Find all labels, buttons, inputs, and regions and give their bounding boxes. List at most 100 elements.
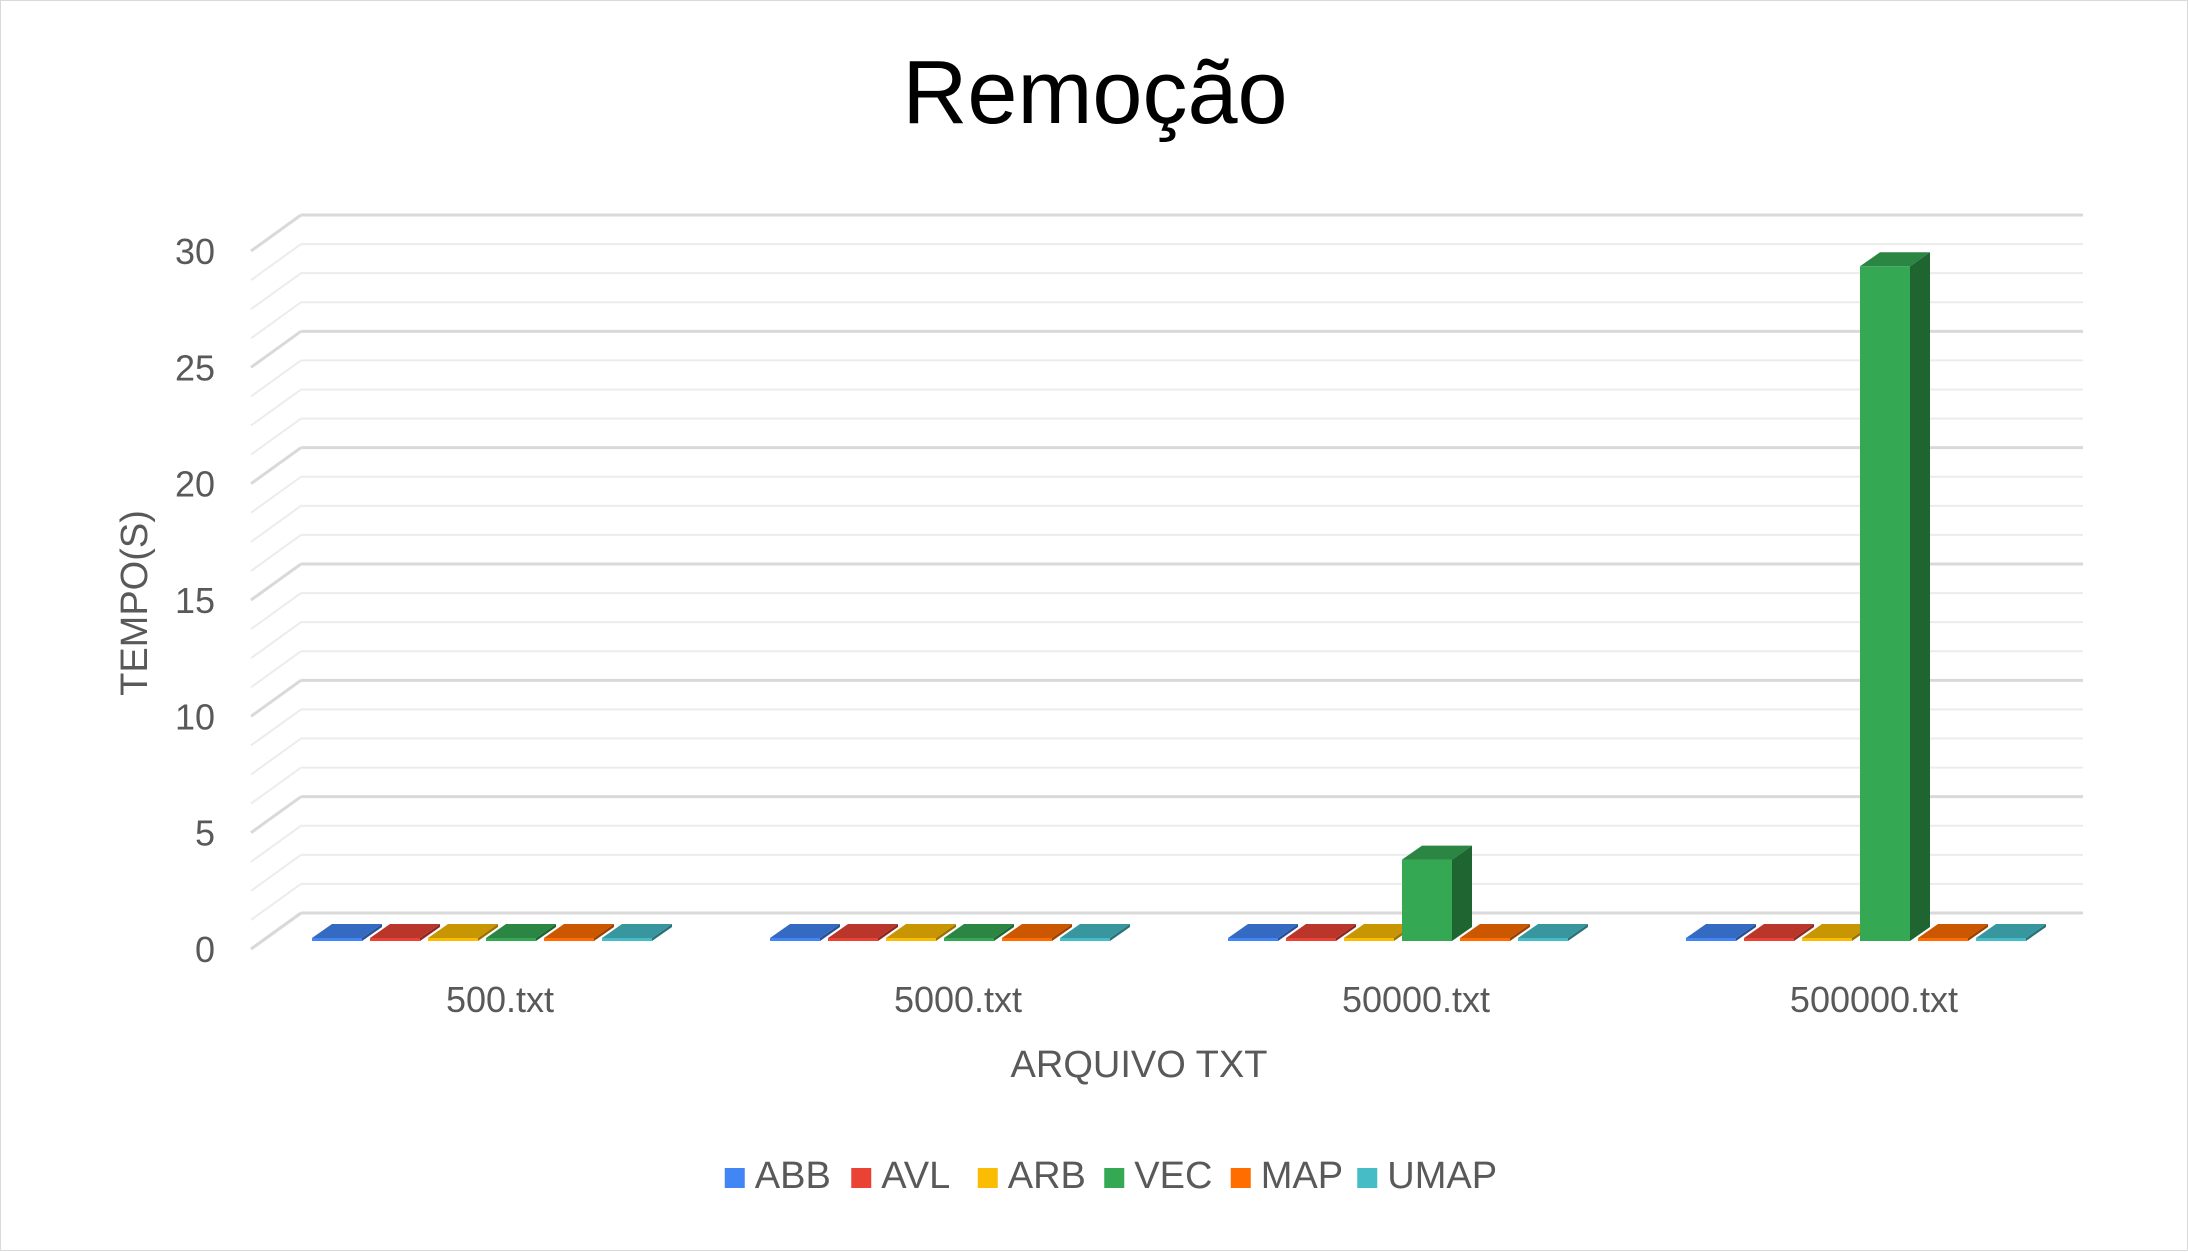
gridline-side (250, 766, 302, 805)
bar-front (486, 938, 536, 941)
bar-side (2026, 924, 2046, 941)
bar (1228, 924, 1298, 941)
x-tick-label: 5000.txt (894, 979, 1022, 1020)
gridline-side (250, 562, 302, 602)
bar (1686, 924, 1756, 941)
gridline-side (250, 213, 302, 253)
legend-item: AVL (851, 1155, 950, 1197)
bar-front (428, 938, 478, 941)
bar-side (994, 924, 1014, 941)
bar-front (1402, 859, 1452, 941)
gridline-side (250, 883, 302, 921)
bar-front (1976, 938, 2026, 941)
legend-label: MAP (1261, 1155, 1343, 1197)
y-tick-label: 0 (195, 929, 215, 970)
bar-top (1860, 252, 1930, 267)
gridline-side (250, 388, 302, 427)
legend-swatch (1357, 1168, 1378, 1188)
bar-top (1918, 924, 1988, 938)
bar-top (770, 924, 840, 938)
bar-top (1802, 924, 1872, 938)
gridline-side (250, 446, 302, 485)
legend-item: MAP (1230, 1155, 1343, 1197)
gridline-side (250, 824, 302, 863)
legend-label: UMAP (1387, 1155, 1497, 1197)
bar (828, 924, 898, 941)
bar-side (936, 924, 956, 941)
bar-top (1344, 924, 1414, 938)
bar-front (1518, 938, 1568, 941)
y-tick-label: 15 (175, 580, 215, 621)
y-tick-label: 30 (175, 231, 215, 272)
bar (1060, 924, 1130, 941)
bar-top (602, 924, 672, 938)
bar (312, 924, 382, 941)
gridline-side (250, 854, 302, 892)
bar-front (1686, 938, 1736, 941)
legend-label: ARB (1008, 1155, 1086, 1197)
bar-side (420, 924, 440, 941)
bar-side (536, 924, 556, 941)
bar-top (1518, 924, 1588, 938)
gridlines (250, 213, 2083, 951)
bar-side (478, 924, 498, 941)
gridline-side (250, 417, 302, 456)
bar-front (312, 938, 362, 941)
bar-side (594, 924, 614, 941)
gridline-side (250, 301, 302, 340)
gridline-side (250, 737, 302, 776)
bar-front (1460, 938, 1510, 941)
bar-top (1744, 924, 1814, 938)
bar (1744, 924, 1814, 941)
x-tick-label: 500.txt (446, 979, 554, 1020)
bar-front (1860, 266, 1910, 941)
bar-top (1286, 924, 1356, 938)
legend: ABB AVL ARB VEC MAP UMAP (724, 1155, 1497, 1197)
y-axis-ticks: 0 5 10 15 20 25 30 (175, 231, 215, 970)
bar-side (1968, 924, 1988, 941)
bar (1402, 845, 1472, 941)
bar-top (1060, 924, 1130, 938)
bar-front (770, 938, 820, 941)
bar-top (828, 924, 898, 938)
bar-side (1910, 252, 1930, 941)
bar (1002, 924, 1072, 941)
bar-side (1278, 924, 1298, 941)
bar-front (1286, 938, 1336, 941)
bar (944, 924, 1014, 941)
bar-top (1686, 924, 1756, 938)
bar-side (1568, 924, 1588, 941)
bar-side (1110, 924, 1130, 941)
bar (370, 924, 440, 941)
bar-side (1794, 924, 1814, 941)
bar-top (370, 924, 440, 938)
bar (1918, 924, 1988, 941)
gridline-side (250, 795, 302, 834)
bar (770, 924, 840, 941)
bar-side (1510, 924, 1530, 941)
legend-item: VEC (1104, 1155, 1212, 1197)
legend-label: VEC (1134, 1155, 1212, 1197)
bar-side (362, 924, 382, 941)
bar (886, 924, 956, 941)
legend-swatch (724, 1168, 745, 1188)
legend-swatch (977, 1168, 998, 1188)
bars (312, 252, 2046, 941)
y-tick-label: 5 (195, 813, 215, 854)
bar-front (1344, 938, 1394, 941)
bar-front (602, 938, 652, 941)
x-axis-title: ARQUIVO TXT (1011, 1044, 1268, 1086)
bar-side (1336, 924, 1356, 941)
gridline-side (250, 592, 302, 630)
bar-front (1918, 938, 1968, 941)
bar-front (828, 938, 878, 941)
legend-item: ARB (977, 1155, 1086, 1197)
legend-swatch (1230, 1168, 1251, 1188)
floor-edge (250, 911, 302, 951)
legend-swatch (1104, 1168, 1125, 1188)
bar-front (1802, 938, 1852, 941)
bar-front (886, 938, 936, 941)
bar-front (1002, 938, 1052, 941)
